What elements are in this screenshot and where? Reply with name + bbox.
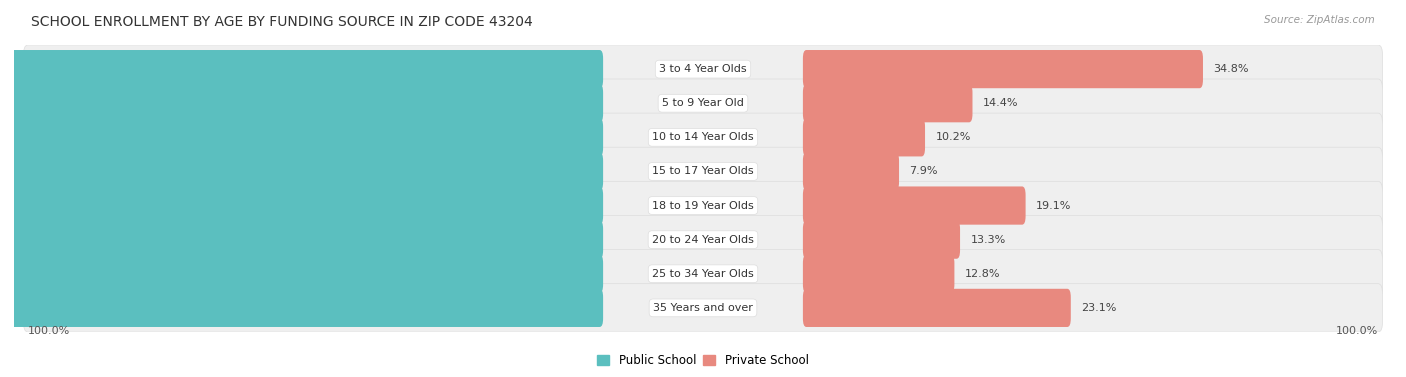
Text: Source: ZipAtlas.com: Source: ZipAtlas.com <box>1264 15 1375 25</box>
Text: 100.0%: 100.0% <box>28 326 70 336</box>
FancyBboxPatch shape <box>0 50 603 88</box>
Text: 5 to 9 Year Old: 5 to 9 Year Old <box>662 98 744 108</box>
FancyBboxPatch shape <box>803 187 1025 225</box>
FancyBboxPatch shape <box>803 255 955 293</box>
Text: 35 Years and over: 35 Years and over <box>652 303 754 313</box>
Legend: Public School, Private School: Public School, Private School <box>593 349 813 372</box>
Text: 7.9%: 7.9% <box>910 166 938 176</box>
FancyBboxPatch shape <box>803 118 925 156</box>
FancyBboxPatch shape <box>24 250 1382 298</box>
Text: 14.4%: 14.4% <box>983 98 1018 108</box>
FancyBboxPatch shape <box>0 221 603 259</box>
FancyBboxPatch shape <box>0 289 603 327</box>
FancyBboxPatch shape <box>803 221 960 259</box>
Text: 23.1%: 23.1% <box>1081 303 1116 313</box>
Text: 10 to 14 Year Olds: 10 to 14 Year Olds <box>652 132 754 143</box>
FancyBboxPatch shape <box>24 45 1382 93</box>
FancyBboxPatch shape <box>24 147 1382 196</box>
FancyBboxPatch shape <box>24 113 1382 162</box>
FancyBboxPatch shape <box>0 255 603 293</box>
FancyBboxPatch shape <box>803 152 898 190</box>
Text: SCHOOL ENROLLMENT BY AGE BY FUNDING SOURCE IN ZIP CODE 43204: SCHOOL ENROLLMENT BY AGE BY FUNDING SOUR… <box>31 15 533 29</box>
FancyBboxPatch shape <box>24 215 1382 264</box>
FancyBboxPatch shape <box>0 187 603 225</box>
FancyBboxPatch shape <box>803 84 973 122</box>
Text: 3 to 4 Year Olds: 3 to 4 Year Olds <box>659 64 747 74</box>
FancyBboxPatch shape <box>0 84 603 122</box>
FancyBboxPatch shape <box>803 50 1204 88</box>
Text: 15 to 17 Year Olds: 15 to 17 Year Olds <box>652 166 754 176</box>
FancyBboxPatch shape <box>803 289 1071 327</box>
FancyBboxPatch shape <box>0 152 603 190</box>
Text: 19.1%: 19.1% <box>1036 201 1071 211</box>
Text: 18 to 19 Year Olds: 18 to 19 Year Olds <box>652 201 754 211</box>
Text: 25 to 34 Year Olds: 25 to 34 Year Olds <box>652 269 754 279</box>
FancyBboxPatch shape <box>24 284 1382 332</box>
Text: 10.2%: 10.2% <box>935 132 970 143</box>
FancyBboxPatch shape <box>0 118 603 156</box>
Text: 34.8%: 34.8% <box>1213 64 1249 74</box>
Text: 13.3%: 13.3% <box>970 234 1005 245</box>
Text: 12.8%: 12.8% <box>965 269 1000 279</box>
Text: 20 to 24 Year Olds: 20 to 24 Year Olds <box>652 234 754 245</box>
Text: 100.0%: 100.0% <box>1336 326 1378 336</box>
FancyBboxPatch shape <box>24 79 1382 127</box>
FancyBboxPatch shape <box>24 181 1382 230</box>
